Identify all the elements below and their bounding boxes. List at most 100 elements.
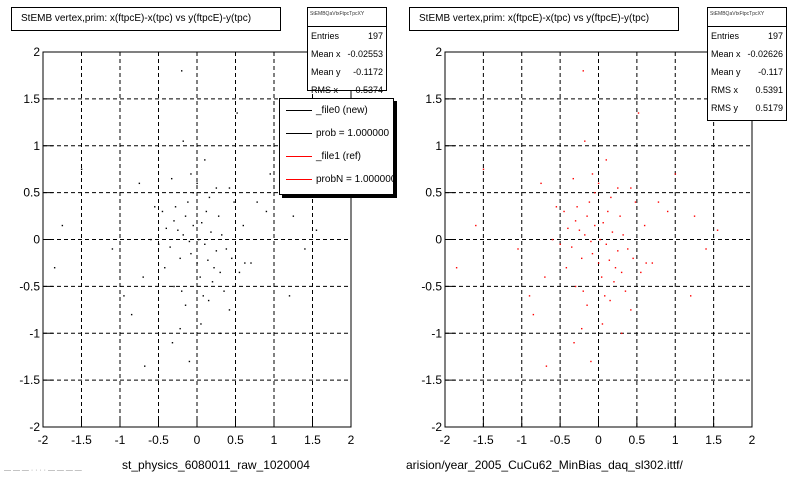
scatter-point xyxy=(190,252,192,255)
scatter-point xyxy=(171,342,174,344)
scatter-point xyxy=(288,295,291,297)
y-tick-label: -1 xyxy=(431,326,442,340)
stats-row-mean-y: Mean y -0.1172 xyxy=(308,63,386,81)
scatter-point xyxy=(559,243,561,245)
scatter-point xyxy=(164,267,166,269)
scatter-point xyxy=(221,234,223,236)
scatter-point xyxy=(634,201,637,203)
scatter-point xyxy=(61,224,64,227)
scatter-point xyxy=(197,238,200,241)
scatter-point xyxy=(181,290,183,292)
scatter-point xyxy=(190,173,192,175)
scatter-point xyxy=(213,267,215,269)
scatter-point xyxy=(630,309,632,311)
x-tick-label: 1 xyxy=(672,433,679,447)
scatter-point xyxy=(225,248,228,250)
scatter-point xyxy=(315,229,318,231)
scatter-point xyxy=(614,267,617,269)
scatter-point xyxy=(627,248,629,250)
scatter-point xyxy=(586,304,588,306)
scatter-point xyxy=(588,201,591,203)
y-tick-label: 1 xyxy=(435,139,442,153)
scatter-point xyxy=(582,290,584,292)
scatter-point xyxy=(584,140,586,142)
legend-entry-prob: prob = 1.000000 xyxy=(280,122,393,145)
scatter-point xyxy=(716,229,719,231)
scatter-point xyxy=(632,257,634,260)
y-tick-label: -0.5 xyxy=(421,279,442,293)
scatter-point xyxy=(567,227,569,230)
stats-row-entries: Entries 197 xyxy=(308,27,386,45)
histogram-title: StEMB vertex,prim: x(ftpcE)-x(tpc) vs y(… xyxy=(409,7,679,31)
scatter-point xyxy=(620,271,623,274)
scatter-point xyxy=(674,173,677,175)
scatter-point xyxy=(144,365,146,367)
y-tick-label: 0 xyxy=(33,233,40,247)
x-tick-label: -2 xyxy=(38,433,49,447)
x-tick-label: 0 xyxy=(595,433,602,447)
scatter-point xyxy=(643,224,646,227)
scatter-point xyxy=(544,276,546,278)
scatter-point xyxy=(211,281,214,283)
y-tick-label: 0 xyxy=(435,233,442,247)
scatter-point xyxy=(219,271,221,274)
x-tick-label: -1.5 xyxy=(473,433,494,447)
scatter-point xyxy=(111,248,114,250)
scatter-point xyxy=(177,229,179,231)
scatter-point xyxy=(540,182,542,185)
scatter-point xyxy=(610,196,612,199)
scatter-point xyxy=(581,257,583,260)
scatter-point xyxy=(181,70,183,72)
scatter-point xyxy=(605,243,607,245)
scatter-point xyxy=(599,238,601,241)
scatter-point xyxy=(617,250,619,252)
x-tick-label: 0.5 xyxy=(629,433,646,447)
scatter-point xyxy=(188,240,191,243)
stats-value: 197 xyxy=(367,31,383,41)
stats-label: RMS x xyxy=(711,85,738,95)
scatter-point xyxy=(607,210,609,213)
stats-value: -0.02553 xyxy=(347,49,383,59)
x-tick-label: -2 xyxy=(440,433,451,447)
y-tick-label: -1.5 xyxy=(19,373,40,387)
scatter-point xyxy=(208,196,211,199)
x-tick-label: -1 xyxy=(516,433,527,447)
scatter-point xyxy=(188,360,191,363)
scatter-point xyxy=(591,173,594,175)
scatter-point xyxy=(184,304,187,306)
stats-label: RMS x xyxy=(311,85,338,95)
scatter-point xyxy=(182,140,184,142)
legend-line-swatch xyxy=(286,179,312,180)
scatter-point xyxy=(693,215,696,217)
y-tick-label: -0.5 xyxy=(19,279,40,293)
stats-row-rms-x: RMS x 0.5374 xyxy=(308,81,386,99)
scatter-point xyxy=(594,224,596,227)
scatter-point xyxy=(215,187,218,189)
y-tick-label: 1.5 xyxy=(425,92,442,106)
scatter-point xyxy=(532,313,535,316)
legend-label: probN = 1.000000 xyxy=(316,174,394,185)
scatter-point xyxy=(184,215,187,217)
scatter-point xyxy=(210,231,212,233)
scatter-plot-new: -2 -1.5 -1 -0.5 0 0.5 1 1.5 2 2 1.5 1 0.5 0 -0.5 -1 -1.5… xyxy=(19,45,355,447)
scatter-point xyxy=(578,229,581,231)
stats-box-name: StEMBQaVtxFtpcTpcXY xyxy=(708,8,786,27)
scatter-point xyxy=(269,173,271,175)
y-tick-label: 2 xyxy=(435,45,442,59)
scatter-point xyxy=(613,281,615,283)
stats-label: Mean x xyxy=(711,49,741,59)
scatter-point xyxy=(80,168,83,170)
scatter-point xyxy=(265,210,268,213)
histogram-title: StEMB vertex,prim: x(ftpcE)-x(tpc) vs y(… xyxy=(11,7,281,31)
scatter-point xyxy=(666,210,669,213)
scatter-point xyxy=(196,182,198,185)
legend-entry-file1: _file1 (ref) xyxy=(280,145,393,168)
stats-label: Entries xyxy=(311,31,340,41)
scatter-point xyxy=(205,210,208,213)
stats-value: -0.117 xyxy=(758,67,783,77)
scatter-point xyxy=(600,276,603,278)
scatter-point xyxy=(528,295,531,297)
legend-entry-probn: probN = 1.000000 xyxy=(280,168,393,191)
x-tick-label: 2 xyxy=(348,433,355,447)
scatter-point xyxy=(157,243,160,245)
